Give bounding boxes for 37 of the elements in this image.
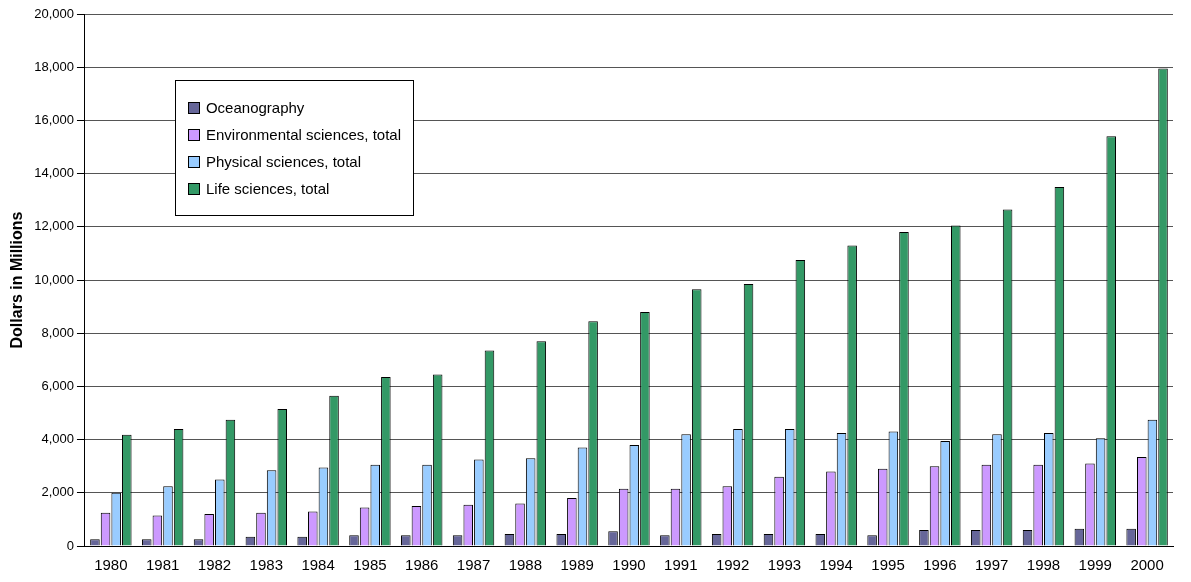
x-tick-label: 1983 — [249, 556, 283, 574]
y-tick-label: 8,000 — [41, 324, 74, 340]
x-tick-label: 1999 — [1078, 556, 1112, 574]
x-tick-label: 1980 — [94, 556, 128, 574]
y-tick-label: 0 — [66, 537, 74, 553]
x-tick-label: 1981 — [145, 556, 180, 574]
y-axis-title: Dollars in Millions — [8, 211, 26, 349]
x-tick-label: 1986 — [405, 556, 439, 574]
x-tick-label: 1993 — [767, 556, 802, 574]
legend-label: Physical sciences, total — [205, 153, 362, 170]
y-tick-label: 16,000 — [34, 111, 74, 127]
x-tick-label: 1994 — [819, 556, 853, 574]
y-tick-label: 20,000 — [34, 5, 74, 21]
legend-label: Life sciences, total — [205, 180, 330, 197]
x-tick-label: 1985 — [353, 556, 387, 574]
x-tick-label: 1982 — [197, 556, 232, 574]
y-tick-label: 14,000 — [34, 165, 74, 181]
x-tick-label: 1987 — [456, 556, 491, 574]
y-tick-label: 10,000 — [34, 271, 74, 287]
legend-label: Oceanography — [205, 99, 305, 116]
x-tick-label: 1992 — [715, 556, 750, 574]
x-tick-label: 1990 — [612, 556, 646, 574]
x-tick-label: 1989 — [560, 556, 594, 574]
x-tick-label: 1988 — [508, 556, 543, 574]
x-tick-label: 1991 — [664, 556, 698, 574]
x-tick-label: 1998 — [1026, 556, 1061, 574]
y-tick-label: 12,000 — [34, 218, 74, 234]
x-tick-label: 1996 — [923, 556, 957, 574]
y-tick-label: 2,000 — [41, 484, 74, 500]
y-tick-label: 4,000 — [41, 431, 74, 447]
x-tick-label: 1997 — [974, 556, 1009, 574]
x-tick-label: 1984 — [301, 556, 335, 574]
x-tick-label: 2000 — [1130, 556, 1164, 574]
legend-label: Environmental sciences, total — [205, 126, 402, 143]
y-tick-label: 18,000 — [34, 58, 74, 74]
y-tick-label: 6,000 — [41, 377, 74, 393]
x-tick-label: 1995 — [871, 556, 905, 574]
